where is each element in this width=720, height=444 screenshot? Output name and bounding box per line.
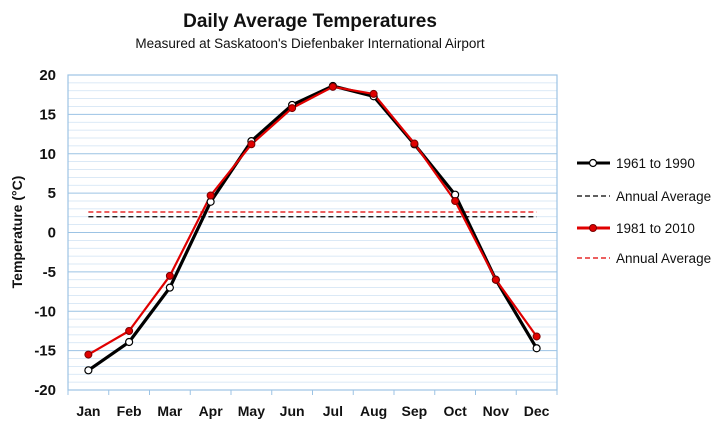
y-tick-label: 0 bbox=[48, 225, 56, 242]
annual-average-lines bbox=[88, 211, 537, 218]
data-point-1 bbox=[288, 104, 297, 113]
data-point-1 bbox=[491, 275, 500, 284]
series-line-0 bbox=[87, 84, 538, 372]
legend-marker-1961-1990 bbox=[588, 158, 598, 168]
data-point-0 bbox=[84, 366, 93, 375]
data-point-1 bbox=[410, 139, 419, 148]
legend-label-1981-2010: 1981 to 2010 bbox=[616, 221, 695, 236]
y-tick-label: -20 bbox=[34, 382, 56, 399]
data-point-0 bbox=[165, 283, 174, 292]
x-tick-label: Dec bbox=[524, 403, 550, 419]
y-tick-label: -15 bbox=[34, 343, 56, 360]
x-tick-label: Feb bbox=[117, 403, 142, 419]
y-tick-label: -5 bbox=[43, 264, 56, 281]
data-point-1 bbox=[165, 271, 174, 280]
data-point-1 bbox=[451, 197, 460, 205]
data-point-1 bbox=[532, 332, 541, 341]
y-axis-label: Temperature (°C) bbox=[9, 176, 25, 289]
data-point-1 bbox=[84, 350, 93, 359]
series-points bbox=[84, 81, 541, 375]
legend-label-avg-1961-1990: Annual Average bbox=[616, 189, 711, 204]
y-tick-label: 5 bbox=[48, 185, 56, 202]
y-tick-label: 15 bbox=[39, 106, 56, 123]
data-point-0 bbox=[532, 344, 541, 353]
y-tick-label: 20 bbox=[39, 67, 56, 84]
x-tick-label: Nov bbox=[483, 403, 510, 419]
data-point-1 bbox=[328, 82, 337, 91]
x-tick-label: Sep bbox=[402, 403, 428, 419]
data-point-1 bbox=[247, 140, 256, 149]
x-tick-label: Oct bbox=[443, 403, 467, 419]
x-tick-label: Jun bbox=[280, 403, 305, 419]
x-tick-label: Jul bbox=[323, 403, 343, 419]
x-tick-label: Mar bbox=[157, 403, 182, 419]
x-tick-label: Apr bbox=[199, 403, 224, 419]
chart-subtitle: Measured at Saskatoon's Diefenbaker Inte… bbox=[135, 36, 485, 51]
legend-marker-1981-2010 bbox=[589, 224, 597, 232]
data-point-1 bbox=[206, 191, 215, 200]
plot-frame bbox=[67, 74, 558, 391]
data-point-0 bbox=[125, 337, 134, 347]
y-tick-label: 10 bbox=[39, 146, 56, 163]
plot-border bbox=[67, 74, 558, 391]
data-point-1 bbox=[369, 89, 378, 98]
legend-label-1961-1990: 1961 to 1990 bbox=[616, 156, 695, 171]
x-tick-label: Aug bbox=[360, 403, 387, 419]
y-axis-ticks: 20 15 10 5 0 -5 -10 -15 -20 bbox=[34, 67, 56, 399]
chart-title: Daily Average Temperatures bbox=[183, 11, 437, 32]
x-axis-ticks: Jan Feb Mar Apr May Jun Jul Aug Sep Oct Nov Dec bbox=[76, 403, 549, 419]
series-line-1 bbox=[87, 85, 538, 356]
x-tick-label: May bbox=[238, 403, 265, 419]
legend-label-avg-1981-2010: Annual Average bbox=[616, 251, 711, 266]
legend: 1961 to 1990 Annual Average 1981 to 2010… bbox=[577, 156, 711, 266]
series-lines bbox=[87, 84, 538, 372]
data-point-1 bbox=[125, 326, 134, 335]
y-tick-label: -10 bbox=[34, 303, 56, 320]
x-tick-label: Jan bbox=[76, 403, 100, 419]
